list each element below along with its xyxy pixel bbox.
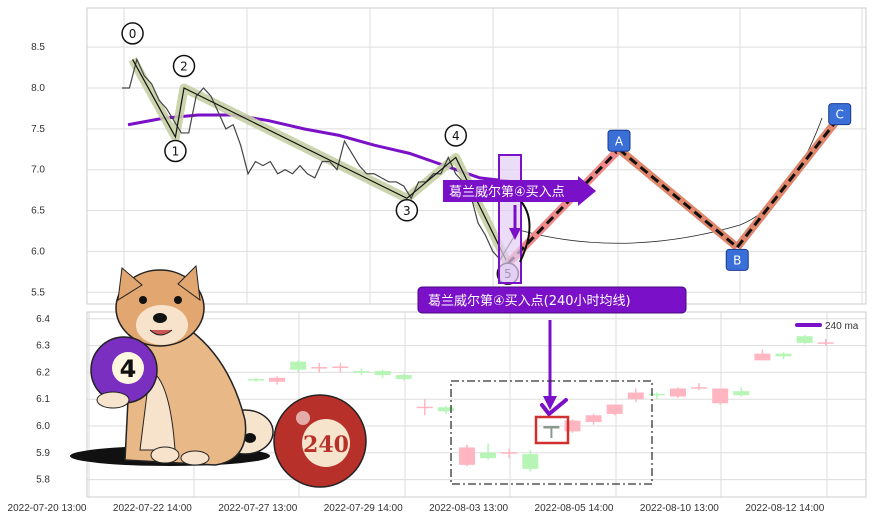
candle-body: [585, 415, 602, 422]
projection-label: C: [836, 108, 844, 122]
ball-4-illustration: 4: [90, 336, 158, 409]
x-axis: 2022-07-20 13:00 2022-07-22 14:00 2022-07-…: [8, 503, 825, 514]
candle-body: [459, 447, 475, 465]
y-tick-label: 7.0: [31, 165, 45, 176]
x-tick-label: 2022-07-27 13:00: [218, 503, 297, 514]
candle-body: [627, 392, 644, 400]
projection-label-box: [607, 129, 631, 152]
y-tick-label: 6.3: [36, 341, 50, 352]
wave-label: 0: [129, 27, 137, 41]
candle-body: [648, 393, 665, 396]
bottom-panel: [248, 334, 834, 472]
y-tick-label: 6.0: [36, 421, 50, 432]
candle-body: [437, 407, 454, 412]
top-panel: 012345ABC: [121, 22, 852, 285]
candle-body: [522, 454, 539, 469]
projection-label-box: [828, 103, 852, 126]
wave-label: 3: [403, 204, 411, 218]
candle-body: [754, 353, 771, 361]
top-plot-frame: [86, 7, 867, 305]
candle-body: [395, 375, 412, 380]
y-tick-label: 5.9: [36, 448, 50, 459]
legend-label: 240 ma: [825, 321, 859, 332]
y-tick-label: 7.5: [31, 124, 45, 135]
candle-body: [543, 426, 560, 429]
x-tick-label: 2022-07-20 13:00: [8, 503, 87, 514]
candle-body: [480, 452, 497, 459]
candle-body: [712, 388, 729, 404]
wave-label-circle: [444, 124, 468, 147]
annotation-arrow-label: 葛兰威尔第④买入点: [443, 176, 596, 206]
wave-label-circle: [395, 199, 419, 222]
y-axis: 8.5 8.0 7.5 7.0 6.5 6.0 5.5 6.4 6.3 6.2 6.1 6.0 5.9 5…: [31, 42, 50, 485]
down-arrow-small-head: [509, 228, 521, 240]
x-tick-label: 2022-07-29 14:00: [324, 503, 403, 514]
y-tick-label: 5.8: [36, 475, 50, 486]
candle-body: [670, 388, 686, 397]
wave-label-circle: [172, 54, 196, 78]
wave-label-circle: [164, 139, 187, 163]
y-tick-label: 6.2: [36, 367, 50, 378]
legend: 240 ma: [795, 321, 859, 332]
y-tick-label: 6.4: [36, 314, 50, 325]
x-tick-label: 2022-08-05 14:00: [535, 503, 614, 514]
candle-body: [733, 391, 750, 396]
candle-body: [564, 420, 581, 432]
x-tick-label: 2022-08-03 13:00: [429, 503, 508, 514]
y-tick-label: 6.1: [36, 394, 50, 405]
candle-body: [269, 377, 286, 382]
y-tick-label: 6.5: [31, 206, 45, 217]
candle-body: [311, 367, 328, 369]
y-tick-label: 8.5: [31, 42, 45, 53]
wave-label-circle: [121, 22, 144, 45]
candle-body: [817, 342, 834, 344]
projection-label-box: [725, 248, 749, 271]
projection-dash: [618, 148, 739, 249]
shiba-dog-illustration: [70, 264, 274, 466]
candle-body: [775, 353, 792, 357]
ball-4-label: 4: [120, 355, 137, 383]
candle-body: [374, 371, 391, 376]
wave-label: 1: [172, 145, 180, 159]
projection-dash: [506, 148, 621, 265]
candle-body: [501, 452, 518, 454]
x-tick-label: 2022-08-12 14:00: [745, 503, 824, 514]
candle-body: [691, 387, 708, 389]
buy-point-arc: [517, 197, 531, 263]
annotation-arrow-text: 葛兰威尔第④买入点: [449, 185, 565, 200]
down-arrow-long-head: [543, 396, 557, 410]
candle-body: [332, 366, 349, 369]
x-tick-label: 2022-08-10 13:00: [640, 503, 719, 514]
highlight-candle-box: [534, 415, 570, 445]
y-tick-label: 6.0: [31, 246, 45, 257]
projection-label: B: [733, 253, 741, 267]
candle-body: [353, 371, 370, 373]
x-tick-label: 2022-07-22 14:00: [113, 503, 192, 514]
projection-label: A: [615, 134, 624, 148]
y-tick-label: 8.0: [31, 83, 45, 94]
candle-body: [796, 336, 813, 343]
checkmark-icon: [540, 398, 568, 417]
candle-body: [606, 404, 623, 414]
price-line: [122, 57, 516, 261]
y-tick-label: 5.5: [31, 287, 45, 298]
candle-body: [290, 361, 307, 370]
consolidation-box: [450, 380, 653, 485]
candle-body: [248, 379, 264, 381]
candle-body: [416, 406, 433, 409]
ball-240-label: 240: [303, 432, 349, 458]
wave-label: 2: [180, 60, 188, 74]
wave-line: [132, 59, 509, 264]
annotation-box-text: 葛兰威尔第④买入点(240小时均线): [428, 294, 631, 309]
projection-segment: [734, 114, 843, 250]
buy-point-highlight: [498, 154, 522, 284]
annotation-box: 葛兰威尔第④买入点(240小时均线): [417, 286, 687, 314]
ball-240-illustration: 240: [273, 394, 367, 488]
wave-label: 4: [452, 129, 460, 143]
